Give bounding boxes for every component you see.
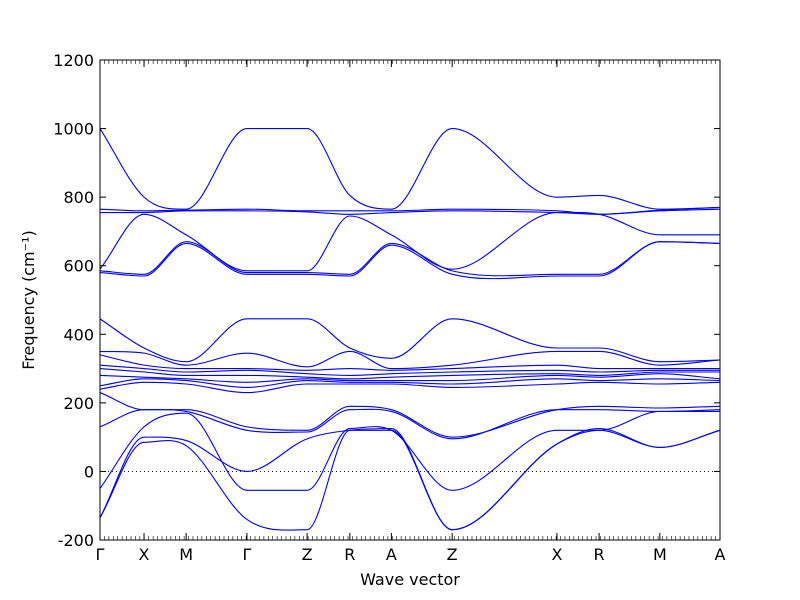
phonon-band-8 <box>99 350 721 370</box>
phonon-band-6 <box>99 241 721 280</box>
phonon-band-14 <box>99 381 721 394</box>
phonon-band-13 <box>99 378 721 388</box>
x-tick-label: M <box>653 545 667 564</box>
phonon-band-4 <box>99 211 720 272</box>
x-tick-label: M <box>179 545 193 564</box>
y-tick-label: -200 <box>58 531 94 550</box>
y-axis-ticks: -200 0 200 400 600 800 1000 1200 <box>53 51 720 550</box>
x-tick-label: X <box>139 545 150 564</box>
phonon-band-5 <box>99 241 721 277</box>
y-tick-label: 1200 <box>53 51 94 70</box>
x-tick-label: Γ <box>96 545 105 564</box>
x-axis-title: Wave vector <box>360 570 460 589</box>
x-tick-label: A <box>386 545 397 564</box>
y-tick-label: 600 <box>63 257 94 276</box>
phonon-band-12 <box>99 373 721 383</box>
phonon-band-7 <box>99 318 721 363</box>
y-tick-label: 400 <box>63 325 94 344</box>
x-tick-label: R <box>594 545 605 564</box>
minor-ticks <box>99 60 721 540</box>
phonon-band-1 <box>99 128 721 210</box>
x-tick-label: R <box>344 545 355 564</box>
phonon-band-18 <box>99 428 721 531</box>
plot-frame <box>99 59 721 541</box>
x-tick-label: Z <box>447 545 458 564</box>
phonon-band-11 <box>99 368 720 380</box>
plot-area: -200 0 200 400 600 800 1000 1200 Γ X M Γ Z R A Z X R M A <box>53 51 725 564</box>
x-tick-label: Z <box>302 545 313 564</box>
phonon-band-16 <box>99 408 721 440</box>
x-tick-label: Γ <box>242 545 251 564</box>
y-tick-label: 800 <box>63 188 94 207</box>
phonon-band-19 <box>99 429 721 531</box>
x-tick-label: X <box>551 545 562 564</box>
phonon-band-10 <box>99 364 720 376</box>
y-tick-label: 1000 <box>53 120 94 139</box>
x-tick-label: A <box>715 545 726 564</box>
phonon-band-9 <box>99 354 720 371</box>
phonon-band-15 <box>99 392 721 438</box>
series-layer <box>99 128 721 531</box>
y-tick-label: 200 <box>63 394 94 413</box>
y-axis-title: Frequency (cm⁻¹) <box>19 230 38 369</box>
y-tick-label: 0 <box>84 462 94 481</box>
